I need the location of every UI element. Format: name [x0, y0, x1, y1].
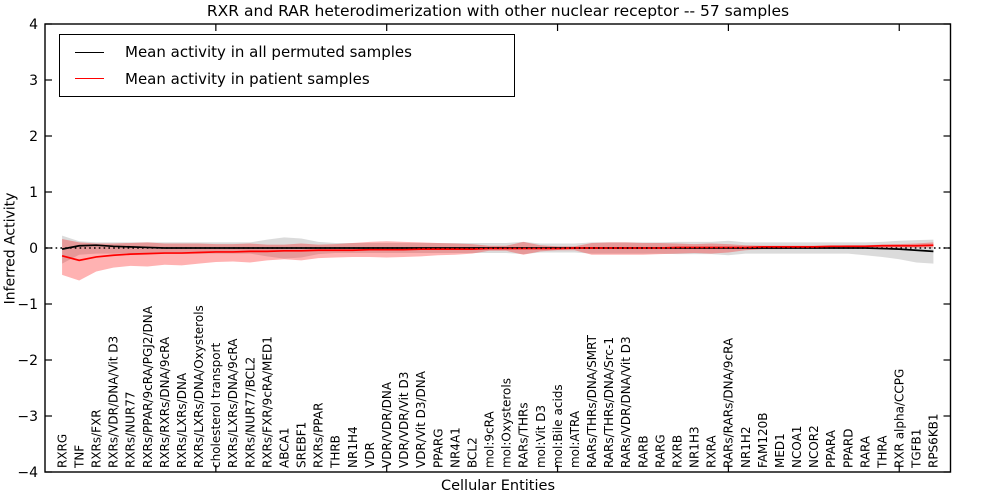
entity-label: RARs/RARs/DNA/9cRA	[722, 337, 736, 468]
legend: Mean activity in all permuted samples Me…	[59, 34, 515, 97]
entity-label: RPS6KB1	[927, 413, 941, 468]
entity-label: VDR/VDR/Vit D3	[397, 372, 411, 468]
permuted-line-swatch	[75, 51, 104, 53]
y-tick-label: 1	[29, 185, 38, 201]
entity-label: PPARA	[824, 429, 838, 468]
chart-title: RXR and RAR heterodimerization with othe…	[206, 2, 790, 20]
entity-label: TNF	[72, 445, 86, 469]
y-tick-label: 0	[29, 241, 38, 257]
entity-label: cholesterol transport	[209, 342, 223, 468]
entity-label: NCOA1	[790, 426, 804, 468]
entity-label: NR4A1	[448, 427, 462, 468]
entity-label: mol:Bile acids	[551, 384, 565, 468]
entity-label: PPARG	[431, 428, 445, 468]
entity-label: RXRs/LXRs/DNA/Oxysterols	[192, 305, 206, 468]
legend-row-patient: Mean activity in patient samples	[75, 70, 514, 88]
entity-label: NR1H2	[739, 426, 753, 468]
entity-label: RARB	[636, 435, 650, 468]
y-tick-label: 3	[29, 73, 38, 89]
entity-label: RXRs/FXR	[90, 409, 104, 468]
patient-band	[62, 239, 934, 281]
entity-label: RXRs/LXRs/DNA/9cRA	[226, 338, 240, 468]
permuted-band	[62, 235, 934, 264]
entity-label: RXRs/PPAR	[312, 403, 326, 468]
legend-row-permuted: Mean activity in all permuted samples	[75, 43, 514, 61]
entity-label: mol:ATRA	[568, 410, 582, 468]
entity-label: SREBF1	[295, 422, 309, 468]
entity-label: FAM120B	[756, 413, 770, 469]
patient-line-swatch	[75, 78, 104, 80]
entity-label: RXRs/NUR77	[124, 391, 138, 468]
entity-label: THRA	[875, 435, 889, 469]
y-tick-label: 2	[29, 129, 38, 145]
entity-label: NR1H4	[346, 426, 360, 468]
entity-label: THRB	[329, 435, 343, 469]
y-tick-label: 4	[29, 17, 38, 33]
entity-label: VDR	[363, 442, 377, 468]
entity-label: RARs/THRs/DNA/Src-1	[602, 337, 616, 468]
entity-label: RARA	[858, 435, 872, 468]
entity-label: ABCA1	[277, 428, 291, 468]
y-axis-label: Inferred Activity	[2, 192, 19, 305]
entity-label: RXRs/VDR/DNA/Vit D3	[107, 336, 121, 468]
legend-label-patient: Mean activity in patient samples	[125, 69, 370, 88]
entity-label: RARs/THRs/DNA/SMRT	[585, 334, 599, 468]
entity-label: RXRB	[670, 435, 684, 468]
y-tick-label: −1	[17, 297, 38, 313]
entity-label: mol:Vit D3	[534, 405, 548, 468]
entity-label: VDR/Vit D3/DNA	[414, 370, 428, 468]
entity-label: mol:Oxysterols	[500, 378, 514, 468]
entity-label: RXRs/FXR/9cRA/MED1	[260, 336, 274, 468]
entity-label: PPARD	[841, 429, 855, 469]
entity-label: BCL2	[465, 437, 479, 468]
entity-label: RXRs/LXRs/DNA	[175, 372, 189, 468]
entity-label: RXRA	[705, 435, 719, 468]
entity-label: RARs/THRs	[517, 402, 531, 468]
entity-label: RARG	[653, 434, 667, 468]
entity-label: RXRG	[55, 434, 69, 468]
entity-label: mol:9cRA	[483, 411, 497, 468]
entity-label: TGFB1	[910, 429, 924, 469]
y-tick-label: −3	[17, 409, 38, 425]
entity-label: RXRs/PPAR/9cRA/PGJ2/DNA	[141, 305, 155, 468]
entity-label: RXR alpha/CCPG	[893, 369, 907, 468]
entity-label: NCOR2	[807, 425, 821, 468]
legend-label-permuted: Mean activity in all permuted samples	[125, 43, 412, 62]
entity-label: RXRs/RXRs/DNA/9cRA	[158, 336, 172, 468]
entity-label: MED1	[773, 433, 787, 468]
entity-label: RARs/VDR/DNA/Vit D3	[619, 336, 633, 468]
y-tick-label: −2	[17, 353, 38, 369]
entity-label: VDR/VDR/DNA	[380, 381, 394, 468]
entity-label: RXRs/NUR77/BCL2	[243, 357, 257, 468]
y-tick-label: −4	[17, 465, 38, 481]
entity-label: NR1H3	[688, 426, 702, 468]
x-axis-label: Cellular Entities	[440, 478, 556, 494]
